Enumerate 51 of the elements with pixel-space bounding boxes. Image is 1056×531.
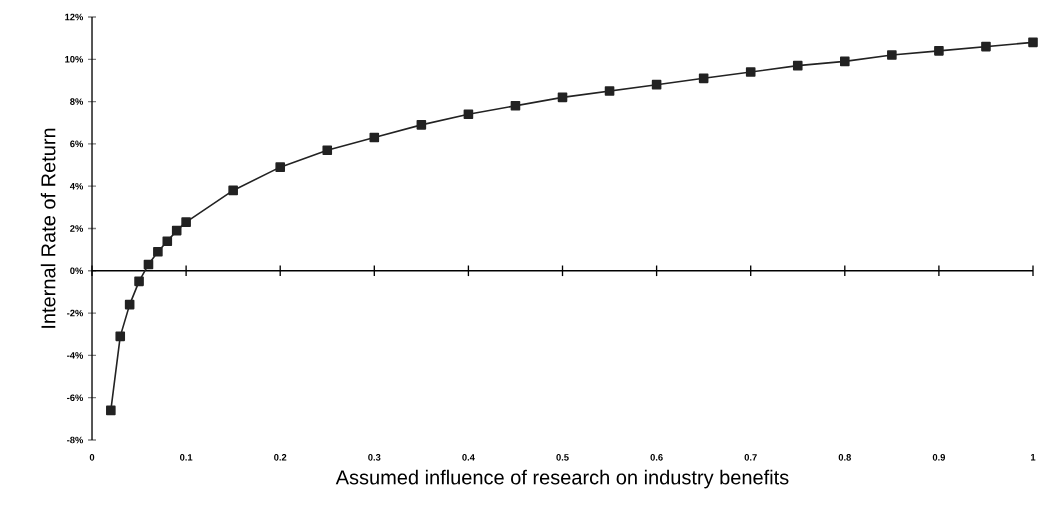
point [416,120,427,130]
point [134,276,144,287]
x-tick-label: 1 [1030,454,1036,461]
point [153,246,163,257]
x-tick-label: 0.7 [744,454,757,461]
point [369,132,380,143]
y-tick-label: 4% [69,182,84,190]
point [651,79,662,90]
x-tick-label: 0.4 [462,454,475,461]
y-tick-label: 6% [70,140,84,148]
point [228,185,238,196]
x-tick-label: 0.8 [838,454,851,461]
point [322,145,333,156]
x-tick-label: 0.3 [368,454,381,461]
y-tick-label: 12% [65,13,84,21]
y-tick-label: 10% [65,56,84,63]
y-tick-label: -6% [67,394,84,401]
y-tick-label: -4% [67,352,84,359]
point [698,73,709,84]
point [934,46,944,56]
point [115,331,126,342]
point [275,162,286,172]
point [557,92,568,103]
point [463,109,474,120]
point [604,86,615,96]
point [181,217,191,227]
point [162,236,173,246]
y-tick-label: -2% [67,309,84,317]
point [171,225,182,236]
y-tick-label: 8% [70,98,84,105]
point [510,101,521,111]
point [143,259,154,270]
point [1028,37,1038,48]
point [124,299,135,310]
y-tick-label: -8% [67,436,84,444]
x-tick-label: 0 [89,454,95,461]
x-tick-label: 0.5 [556,454,569,461]
y-axis-title: Internal Rate of Return [40,128,56,328]
x-axis-title: Assumed influence of research on industry benefits [335,469,789,489]
point [106,405,116,416]
x-tick-label: 0.9 [932,454,946,461]
x-tick-label: 0.1 [180,454,193,461]
point [840,56,850,67]
point [792,60,803,71]
point [981,41,991,52]
point [887,50,897,60]
y-tick-label: 0% [70,267,84,275]
point [745,67,756,77]
y-tick-label: 2% [70,225,84,232]
x-tick-label: 0.2 [274,454,287,461]
x-tick-label: 0.6 [650,454,663,461]
